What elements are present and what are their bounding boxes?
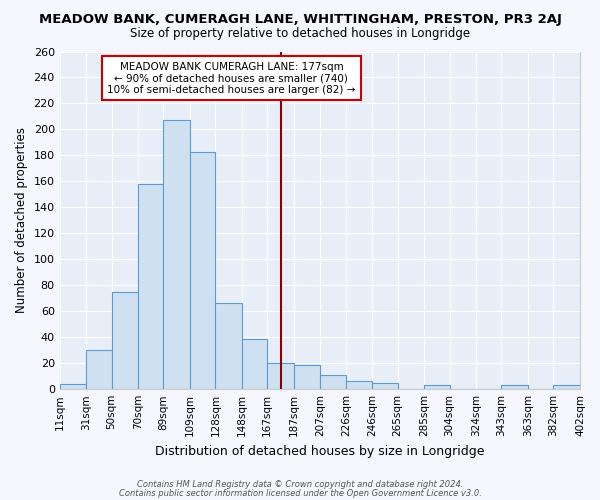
- Bar: [190, 152, 215, 389]
- Bar: [373, 382, 398, 389]
- Bar: [242, 338, 267, 389]
- Text: Contains HM Land Registry data © Crown copyright and database right 2024.: Contains HM Land Registry data © Crown c…: [137, 480, 463, 489]
- Y-axis label: Number of detached properties: Number of detached properties: [15, 128, 28, 314]
- Bar: [86, 350, 112, 389]
- Text: MEADOW BANK, CUMERAGH LANE, WHITTINGHAM, PRESTON, PR3 2AJ: MEADOW BANK, CUMERAGH LANE, WHITTINGHAM,…: [38, 12, 562, 26]
- Bar: [553, 386, 580, 389]
- Bar: [138, 184, 163, 389]
- Bar: [215, 304, 242, 389]
- Bar: [112, 292, 138, 389]
- Text: Size of property relative to detached houses in Longridge: Size of property relative to detached ho…: [130, 28, 470, 40]
- Bar: [294, 364, 320, 389]
- Bar: [502, 386, 528, 389]
- Bar: [267, 363, 294, 389]
- X-axis label: Distribution of detached houses by size in Longridge: Distribution of detached houses by size …: [155, 444, 485, 458]
- Text: MEADOW BANK CUMERAGH LANE: 177sqm
← 90% of detached houses are smaller (740)
10%: MEADOW BANK CUMERAGH LANE: 177sqm ← 90% …: [107, 62, 356, 95]
- Bar: [59, 384, 86, 389]
- Text: Contains public sector information licensed under the Open Government Licence v3: Contains public sector information licen…: [119, 488, 481, 498]
- Bar: [320, 375, 346, 389]
- Bar: [424, 386, 449, 389]
- Bar: [163, 120, 190, 389]
- Bar: [346, 382, 373, 389]
